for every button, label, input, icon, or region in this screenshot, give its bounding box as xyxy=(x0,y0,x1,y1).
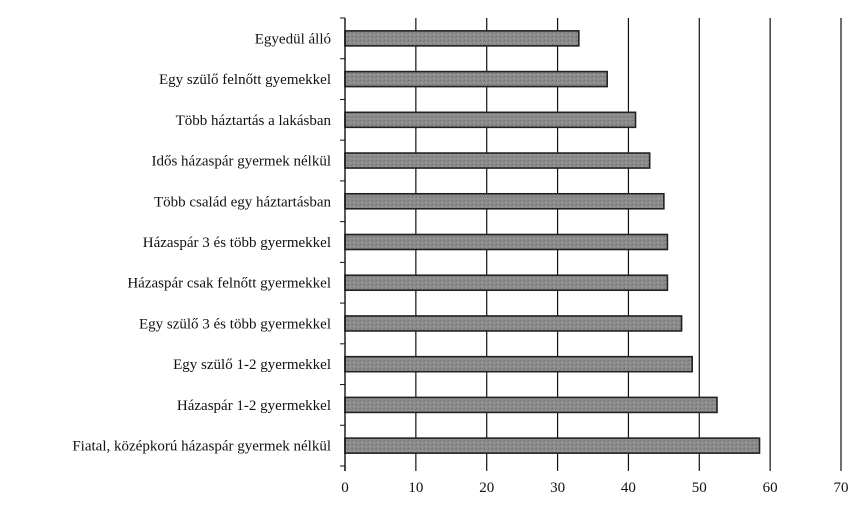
category-label: Több háztartás a lakásban xyxy=(176,113,332,129)
category-label: Egy szülő 3 és több gyermekkel xyxy=(139,316,331,332)
x-tick-label: 60 xyxy=(763,480,778,496)
category-labels: Egyedül álló Egy szülő felnőtt gyemekkel T… xyxy=(72,31,331,454)
x-tick-label: 30 xyxy=(550,480,565,496)
bar xyxy=(344,315,683,332)
x-tick-label: 70 xyxy=(834,480,849,496)
category-label: Egyedül álló xyxy=(255,31,331,47)
bar xyxy=(344,192,665,210)
bar xyxy=(344,111,637,129)
category-label: Több család egy háztartásban xyxy=(154,194,332,210)
x-tick-label: 50 xyxy=(692,480,707,496)
bar xyxy=(344,70,608,88)
bar xyxy=(344,152,651,169)
x-tick-label: 20 xyxy=(479,480,494,496)
bar xyxy=(344,30,580,47)
bar xyxy=(344,274,669,292)
x-tick-labels: 0 10 20 30 40 50 60 70 xyxy=(341,480,848,496)
category-label: Fiatal, középkorú házaspár gyermek nélkü… xyxy=(72,439,331,455)
x-tick-label: 40 xyxy=(621,480,636,496)
category-label: Egy szülő 1-2 gyermekkel xyxy=(173,357,331,373)
bar xyxy=(344,396,718,414)
bar xyxy=(344,233,669,251)
x-tick-label: 0 xyxy=(341,480,349,496)
x-tick-label: 10 xyxy=(408,480,423,496)
category-label: Házaspár 3 és több gyermekkel xyxy=(143,235,331,251)
bar xyxy=(344,437,761,454)
bars xyxy=(344,30,761,454)
category-label: Házaspár csak felnőtt gyermekkel xyxy=(127,276,331,292)
axes xyxy=(340,17,842,471)
category-label: Házaspár 1-2 gyermekkel xyxy=(177,398,331,414)
category-label: Idős házaspár gyermek nélkül xyxy=(151,154,331,170)
category-label: Egy szülő felnőtt gyemekkel xyxy=(159,72,331,88)
bar xyxy=(344,355,694,373)
